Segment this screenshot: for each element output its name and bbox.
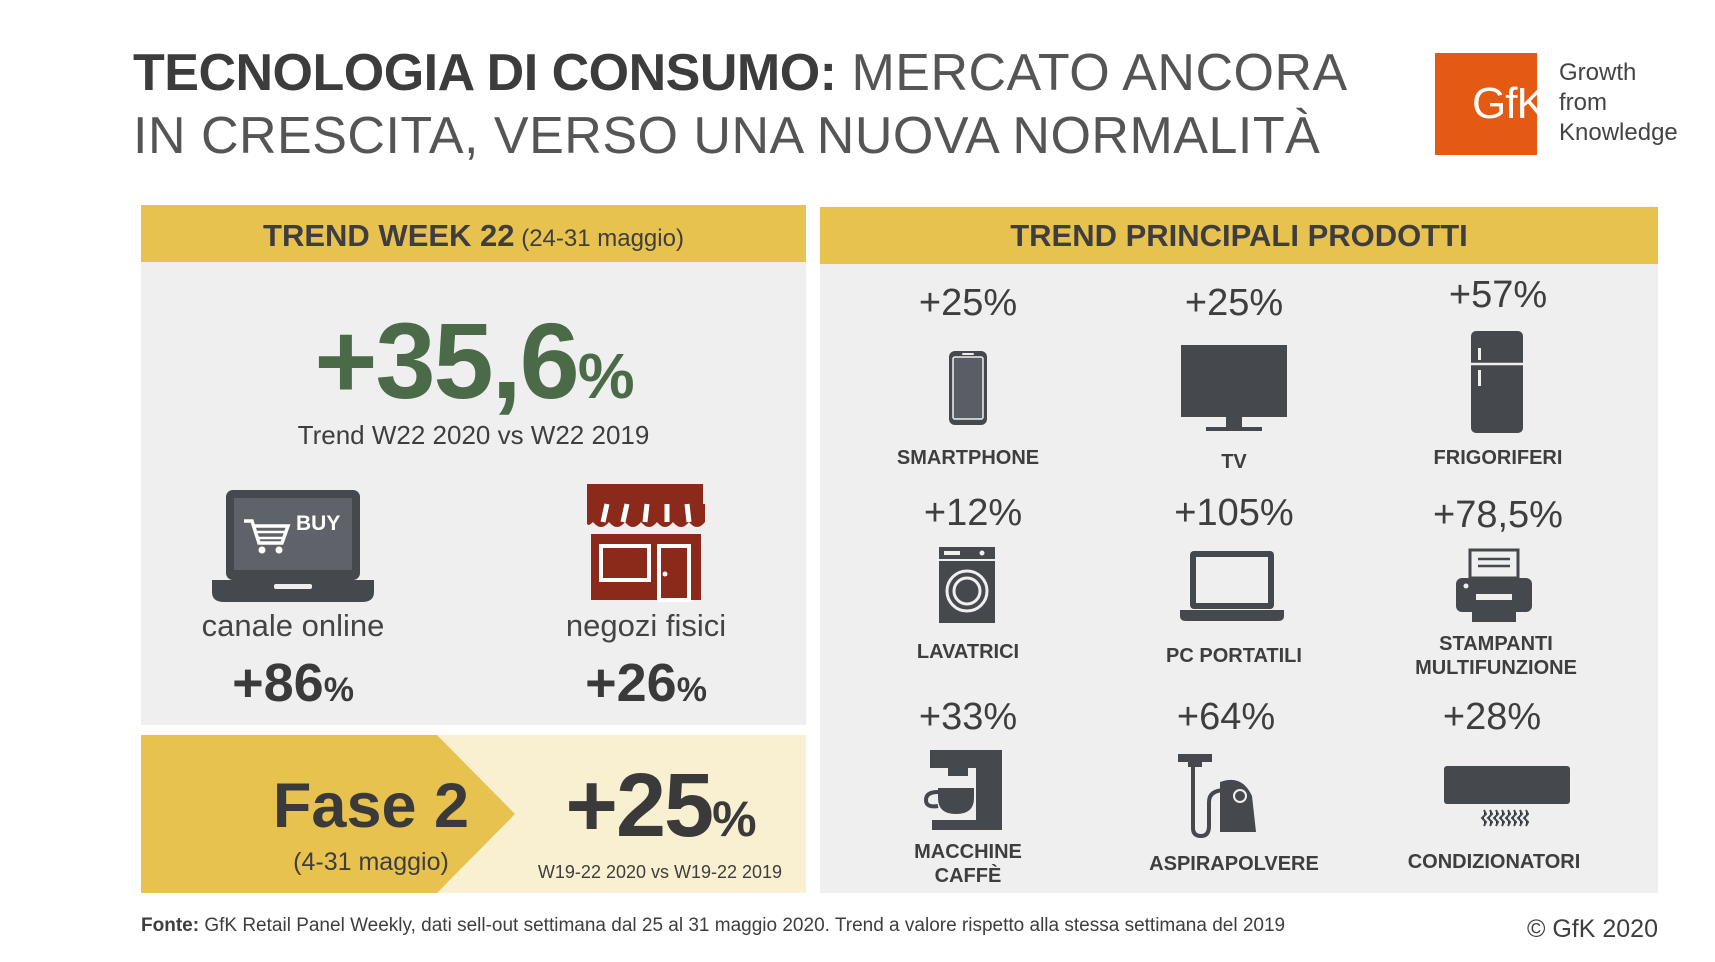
laptop-label: PC PORTATILI [1166, 645, 1302, 667]
title-line2: IN CRESCITA, VERSO UNA NUOVA NORMALITÀ [133, 107, 1321, 165]
vacuum-label: ASPIRAPOLVERE [1149, 853, 1319, 875]
title-bold: TECNOLOGIA DI CONSUMO: [133, 44, 837, 102]
main-trend-value: +35,6% [141, 298, 806, 423]
main-trend-unit: % [577, 340, 635, 412]
smartphone-value: +25% [918, 282, 1018, 324]
fase-comparison: W19-22 2020 vs W19-22 2019 [537, 862, 783, 882]
source-text: GfK Retail Panel Weekly, dati sell-out s… [199, 915, 1286, 936]
gfk-logo: GfK [1435, 53, 1546, 155]
printer-label-line1: STAMPANTI [1439, 633, 1553, 655]
source-label: Fonte: [141, 915, 200, 936]
coffee-machine-label-line1: MACCHINE [914, 841, 1022, 863]
fase-arrow [141, 735, 515, 893]
fridge-value: +57% [1448, 274, 1548, 316]
coffee-machine-label-line2: CAFFÈ [934, 865, 1002, 887]
smartphone-icon [949, 351, 987, 425]
page-title: TECNOLOGIA DI CONSUMO: MERCATO ANCORA IN… [133, 42, 1383, 168]
tagline-line: Growth [1559, 59, 1637, 86]
online-channel-value: +86% [143, 652, 443, 714]
source-note: Fonte: GfK Retail Panel Weekly, dati sel… [141, 915, 1441, 937]
fase-dates: (4-31 maggio) [293, 848, 449, 876]
title-line1: MERCATO ANCORA [836, 44, 1348, 102]
week-title: TREND WEEK 22 [263, 218, 515, 253]
tv-icon [1181, 345, 1287, 431]
tv-value: +25% [1184, 282, 1284, 324]
tv-label: TV [1221, 451, 1247, 473]
online-value-unit: % [323, 671, 354, 709]
fridge-label: FRIGORIFERI [1433, 447, 1563, 469]
printer-label-line2: MULTIFUNZIONE [1415, 657, 1577, 679]
copyright: © GfK 2020 [1527, 915, 1658, 943]
stores-channel-label: negozi fisici [565, 608, 727, 643]
online-channel-label: canale online [201, 608, 385, 643]
laptop-value: +105% [1174, 492, 1294, 534]
smartphone-label: SMARTPHONE [896, 447, 1040, 469]
washing-machine-value: +12% [923, 492, 1023, 534]
fridge-icon [1471, 331, 1523, 433]
fase-value: +25% [515, 755, 805, 858]
left-panel-title: TREND WEEK 22 (24-31 maggio) [141, 218, 806, 254]
main-trend-number: +35,6 [314, 300, 579, 421]
coffee-machine-label: MACCHINE CAFFÈ [838, 840, 1098, 888]
laptop-icon [1180, 551, 1284, 621]
store-icon [587, 484, 705, 602]
washing-machine-icon [939, 547, 995, 623]
washing-machine-label: LAVATRICI [916, 641, 1020, 663]
logo-text: GfK [1472, 79, 1546, 128]
fase-title: Fase 2 [272, 771, 470, 841]
left-panel [141, 205, 806, 725]
stores-value-number: +26 [585, 653, 677, 713]
fase-value-number: +25 [565, 756, 714, 856]
air-conditioner-label: CONDIZIONATORI [1407, 851, 1581, 873]
printer-label: STAMPANTI MULTIFUNZIONE [1366, 632, 1626, 680]
online-value-number: +86 [232, 653, 324, 713]
tagline-line: Knowledge [1559, 119, 1678, 146]
air-conditioner-value: +28% [1442, 696, 1542, 738]
tagline: Growth from Knowledge [1559, 58, 1678, 148]
coffee-machine-icon [924, 750, 1002, 830]
online-shopping-laptop-icon: BUY [212, 490, 374, 602]
left-panel-header [141, 205, 806, 262]
right-panel-title: TREND PRINCIPALI PRODOTTI [1010, 218, 1468, 253]
week-dates: (24-31 maggio) [514, 225, 684, 252]
printer-value: +78,5% [1433, 494, 1563, 536]
vacuum-value: +64% [1176, 696, 1276, 738]
printer-icon [1456, 548, 1532, 622]
right-panel-header [820, 207, 1658, 264]
coffee-machine-value: +33% [918, 696, 1018, 738]
fase-value-unit: % [712, 791, 756, 847]
buy-label: BUY [296, 512, 340, 535]
tagline-line: from [1559, 89, 1607, 116]
stores-channel-value: +26% [496, 652, 796, 714]
main-trend-subtitle: Trend W22 2020 vs W22 2019 [297, 420, 650, 450]
air-conditioner-icon [1444, 766, 1570, 827]
vacuum-cleaner-icon [1178, 754, 1256, 838]
stores-value-unit: % [676, 671, 707, 709]
